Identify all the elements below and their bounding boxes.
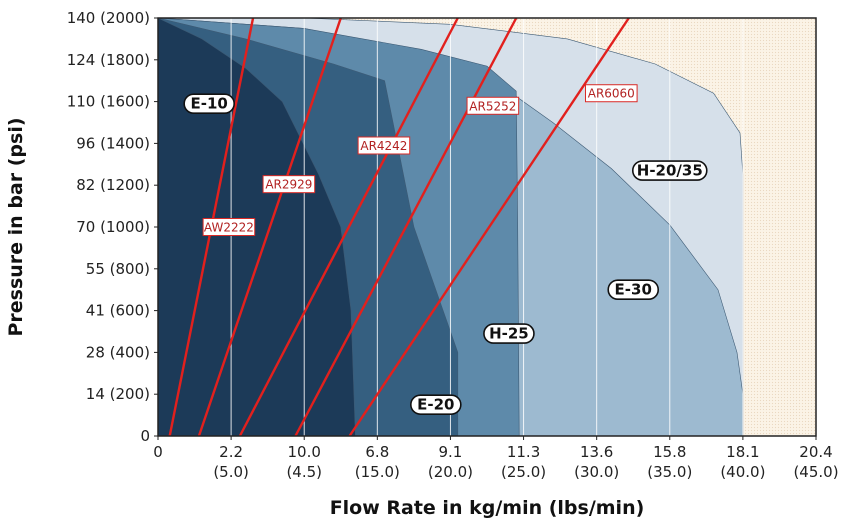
y-tick-label: 82 (1200) xyxy=(76,176,150,194)
svg-text:E-20: E-20 xyxy=(417,396,454,414)
gun-line-ar6060 xyxy=(348,17,630,437)
x-tick-label: 0 xyxy=(153,443,163,461)
x-axis-title: Flow Rate in kg/min (lbs/min) xyxy=(330,497,645,519)
x-tick-sublabel: (45.0) xyxy=(793,463,838,481)
svg-text:H-20/35: H-20/35 xyxy=(637,162,703,180)
x-tick-label: 2.2 xyxy=(219,443,243,461)
x-tick-sublabel: (25.0) xyxy=(501,463,546,481)
y-tick-label: 0 xyxy=(140,427,150,445)
y-axis-ticks: 0 14 (200) 28 (400) 41 (600) 55 (800) 70 (100… xyxy=(67,9,158,445)
svg-text:E-30: E-30 xyxy=(615,281,652,299)
x-tick-label: 9.1 xyxy=(439,443,463,461)
svg-text:AR4242: AR4242 xyxy=(360,139,407,153)
svg-text:H-25: H-25 xyxy=(489,325,529,343)
x-tick-label: 18.1 xyxy=(726,443,759,461)
y-tick-label: 55 (800) xyxy=(86,260,150,278)
pump-label-h-25: H-25 xyxy=(483,323,535,344)
pump-labels: E-10 H-20/35 E-30 H-25 E-20 xyxy=(183,93,708,415)
gun-line-ar2929 xyxy=(197,17,342,437)
y-tick-label: 14 (200) xyxy=(86,385,150,403)
pump-label-e-20: E-20 xyxy=(410,394,462,415)
x-axis-ticks: 0 2.2 (5.0) 10.0 (4.5) 6.8 (15.0) 9.1 (20.0) 11.3… xyxy=(153,436,839,481)
pump-label-e-10: E-10 xyxy=(183,93,235,114)
svg-text:E-10: E-10 xyxy=(190,95,227,113)
gun-label-ar4242: AR4242 xyxy=(357,136,411,155)
svg-text:AR6060: AR6060 xyxy=(588,87,635,101)
y-tick-label: 41 (600) xyxy=(86,302,150,320)
pump-label-h-20-35: H-20/35 xyxy=(631,160,708,181)
x-tick-sublabel: (5.0) xyxy=(213,463,249,481)
gun-line-ar4242 xyxy=(238,17,459,437)
x-tick-label: 15.8 xyxy=(653,443,686,461)
x-tick-label: 10.0 xyxy=(288,443,321,461)
y-tick-label: 140 (2000) xyxy=(67,9,150,27)
x-tick-sublabel: (15.0) xyxy=(355,463,400,481)
svg-text:AR5252: AR5252 xyxy=(469,99,516,113)
gun-label-ar5252: AR5252 xyxy=(466,96,520,115)
y-tick-label: 110 (1600) xyxy=(67,93,150,111)
y-tick-label: 96 (1400) xyxy=(76,134,150,152)
gun-label-ar2929: AR2929 xyxy=(262,175,316,194)
x-tick-label: 20.4 xyxy=(799,443,832,461)
x-tick-sublabel: (4.5) xyxy=(286,463,322,481)
gun-label-aw2222: AW2222 xyxy=(202,218,256,236)
x-tick-label: 13.6 xyxy=(580,443,613,461)
y-tick-label: 124 (1800) xyxy=(67,51,150,69)
gun-labels: AW2222 AR2929 AR4242 AR5252 AR6060 xyxy=(202,84,638,236)
x-tick-label: 6.8 xyxy=(365,443,389,461)
x-tick-label: 11.3 xyxy=(507,443,540,461)
svg-text:AW2222: AW2222 xyxy=(204,221,254,235)
gridlines xyxy=(230,18,744,436)
x-tick-sublabel: (30.0) xyxy=(574,463,619,481)
y-tick-label: 70 (1000) xyxy=(76,218,150,236)
pump-label-e-30: E-30 xyxy=(607,279,660,301)
y-axis-title: Pressure in bar (psi) xyxy=(5,117,27,336)
x-tick-sublabel: (40.0) xyxy=(720,463,765,481)
x-tick-sublabel: (35.0) xyxy=(647,463,692,481)
x-tick-sublabel: (20.0) xyxy=(428,463,473,481)
gun-line-ar5252 xyxy=(294,17,518,437)
y-tick-label: 28 (400) xyxy=(86,343,150,361)
gun-label-ar6060: AR6060 xyxy=(584,84,638,103)
svg-text:AR2929: AR2929 xyxy=(265,178,312,192)
